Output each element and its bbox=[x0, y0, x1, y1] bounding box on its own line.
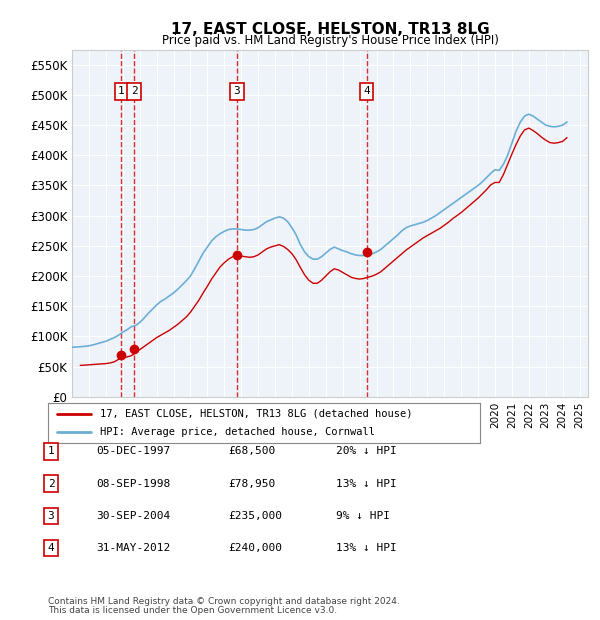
Text: 4: 4 bbox=[364, 86, 370, 96]
Text: 2: 2 bbox=[47, 479, 55, 489]
Text: Contains HM Land Registry data © Crown copyright and database right 2024.: Contains HM Land Registry data © Crown c… bbox=[48, 597, 400, 606]
Text: 30-SEP-2004: 30-SEP-2004 bbox=[96, 511, 170, 521]
Text: This data is licensed under the Open Government Licence v3.0.: This data is licensed under the Open Gov… bbox=[48, 606, 337, 615]
Text: 1: 1 bbox=[47, 446, 55, 456]
Text: 9% ↓ HPI: 9% ↓ HPI bbox=[336, 511, 390, 521]
Text: 20% ↓ HPI: 20% ↓ HPI bbox=[336, 446, 397, 456]
Text: 1: 1 bbox=[118, 86, 125, 96]
Text: £235,000: £235,000 bbox=[228, 511, 282, 521]
Text: 08-SEP-1998: 08-SEP-1998 bbox=[96, 479, 170, 489]
Text: 13% ↓ HPI: 13% ↓ HPI bbox=[336, 479, 397, 489]
Text: 13% ↓ HPI: 13% ↓ HPI bbox=[336, 543, 397, 553]
Text: 17, EAST CLOSE, HELSTON, TR13 8LG (detached house): 17, EAST CLOSE, HELSTON, TR13 8LG (detac… bbox=[100, 409, 412, 419]
Text: HPI: Average price, detached house, Cornwall: HPI: Average price, detached house, Corn… bbox=[100, 427, 375, 438]
Text: 05-DEC-1997: 05-DEC-1997 bbox=[96, 446, 170, 456]
Text: Price paid vs. HM Land Registry's House Price Index (HPI): Price paid vs. HM Land Registry's House … bbox=[161, 34, 499, 47]
Text: 2: 2 bbox=[131, 86, 137, 96]
Text: 31-MAY-2012: 31-MAY-2012 bbox=[96, 543, 170, 553]
Text: £68,500: £68,500 bbox=[228, 446, 275, 456]
Text: 17, EAST CLOSE, HELSTON, TR13 8LG: 17, EAST CLOSE, HELSTON, TR13 8LG bbox=[170, 22, 490, 37]
Text: £240,000: £240,000 bbox=[228, 543, 282, 553]
Text: 3: 3 bbox=[233, 86, 241, 96]
Text: £78,950: £78,950 bbox=[228, 479, 275, 489]
Text: 3: 3 bbox=[47, 511, 55, 521]
Text: 4: 4 bbox=[47, 543, 55, 553]
